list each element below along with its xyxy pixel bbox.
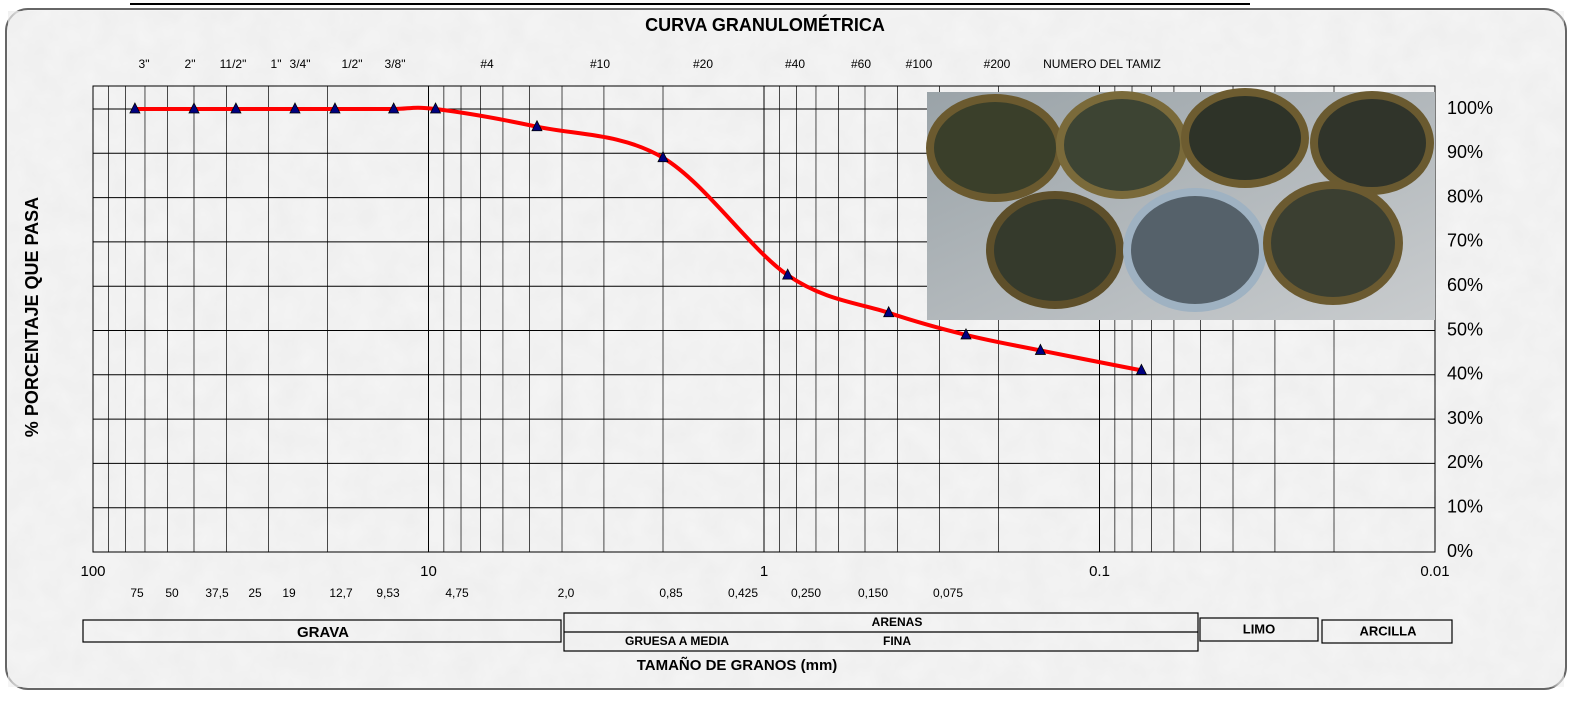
marker: [1135, 363, 1148, 375]
marker: [129, 102, 141, 114]
marker: [657, 150, 669, 163]
y-tick-label: 30%: [1447, 408, 1483, 428]
size-label: 4,75: [445, 586, 469, 600]
class-boxes: [82, 612, 1453, 652]
sieve-label: #20: [693, 57, 713, 71]
marker: [429, 102, 442, 114]
sieve-label: 2": [185, 57, 196, 71]
size-label: 0,425: [728, 586, 758, 600]
sieve-label: 3/8": [385, 57, 406, 71]
class-box: [1321, 619, 1453, 644]
class-label: GRUESA A MEDIA: [625, 634, 729, 648]
size-label: 0,85: [659, 586, 683, 600]
class-label: GRAVA: [297, 624, 349, 641]
sieve-photo: [986, 191, 1124, 309]
size-label: 75: [130, 586, 144, 600]
sieve-label: #10: [590, 57, 610, 71]
sieve-label: 3/4": [290, 57, 311, 71]
sieve-photo: [1181, 88, 1309, 188]
size-label: 0,075: [933, 586, 963, 600]
sieve-axis-label: NUMERO DEL TAMIZ: [1043, 57, 1161, 71]
marker: [531, 119, 543, 132]
marker: [329, 102, 341, 114]
class-box: [82, 619, 562, 643]
y-tick-label: 50%: [1447, 319, 1483, 339]
y-tick-label: 60%: [1447, 275, 1483, 295]
sieve-label: 3": [139, 57, 150, 71]
size-label: 0,250: [791, 586, 821, 600]
class-label: ARCILLA: [1359, 623, 1417, 638]
class-label: FINA: [883, 634, 911, 648]
x-axis-title: TAMAÑO DE GRANOS (mm): [637, 656, 838, 674]
y-axis-title: % PORCENTAJE QUE PASA: [22, 197, 42, 437]
size-label: 9,53: [376, 586, 400, 600]
sieve-label: #60: [851, 57, 871, 71]
marker: [188, 102, 200, 114]
sieve-label: #200: [984, 57, 1011, 71]
marker: [289, 102, 301, 114]
x-tick-label: 0.01: [1420, 563, 1449, 580]
x-tick-label: 1: [760, 563, 768, 580]
sieve-label: #100: [906, 57, 933, 71]
sieve-label: #4: [480, 57, 494, 71]
sieve-photo: [1263, 181, 1403, 305]
sieve-photo: [926, 94, 1064, 202]
y-tick-label: 80%: [1447, 186, 1483, 206]
marker: [1034, 343, 1047, 355]
marker: [960, 328, 972, 340]
sieve-label: 11/2": [220, 57, 247, 71]
size-label: 37,5: [205, 586, 229, 600]
sieve-label: #40: [785, 57, 805, 71]
x-tick-label: 100: [80, 563, 105, 580]
x-tick-label: 0.1: [1089, 563, 1110, 580]
size-label: 25: [248, 586, 262, 600]
size-label: 2,0: [558, 586, 575, 600]
class-label: LIMO: [1243, 621, 1276, 636]
sieve-photo: [1310, 91, 1434, 195]
y-tick-label: 100%: [1447, 98, 1493, 118]
x-tick-label: 10: [420, 563, 437, 580]
y-tick-label: 10%: [1447, 496, 1483, 516]
size-label: 12,7: [329, 586, 353, 600]
y-tick-label: 90%: [1447, 142, 1483, 162]
marker: [782, 268, 794, 280]
photo: [926, 88, 1435, 320]
chart-title: CURVA GRANULOMÉTRICA: [645, 14, 885, 35]
marker: [883, 305, 895, 318]
y-tick-label: 20%: [1447, 452, 1483, 472]
sieve-label: 1": [271, 57, 282, 71]
sieve-photo: [1123, 188, 1267, 312]
y-tick-label: 70%: [1447, 231, 1483, 251]
size-label: 19: [282, 586, 296, 600]
marker: [388, 102, 400, 114]
size-label: 50: [165, 586, 179, 600]
size-label: 0,150: [858, 586, 888, 600]
class-box: [1199, 617, 1319, 642]
sieve-photo: [1056, 91, 1188, 199]
y-tick-label: 0%: [1447, 541, 1473, 561]
sieve-label: 1/2": [342, 57, 363, 71]
y-tick-label: 40%: [1447, 364, 1483, 384]
marker: [230, 102, 242, 114]
class-label: ARENAS: [872, 615, 923, 629]
